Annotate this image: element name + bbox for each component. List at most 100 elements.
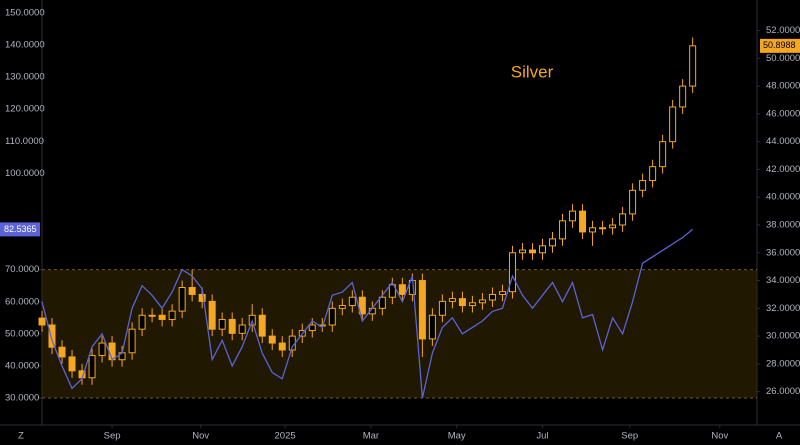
x-tick-label: Jul — [536, 431, 548, 442]
candle-body — [639, 180, 647, 191]
x-tick-label: Nov — [192, 431, 209, 442]
y-tick-label: 120.0000 — [5, 104, 45, 115]
candle-body — [138, 314, 146, 330]
candle-body — [418, 280, 426, 340]
y-tick-label: 60.0000 — [5, 296, 39, 307]
candle-body — [218, 318, 226, 330]
series-title: Silver — [511, 62, 554, 81]
x-tick-label: 2025 — [275, 431, 296, 442]
y2-tick-label: 34.0000 — [766, 275, 800, 286]
candle-body — [68, 356, 76, 372]
candle-body — [619, 213, 627, 226]
candle-body — [88, 355, 96, 379]
price-label-bg — [760, 38, 800, 53]
y-tick-label: 50.0000 — [5, 328, 39, 339]
candle-body — [108, 342, 116, 361]
candle-body — [208, 300, 216, 330]
candle-body — [559, 220, 567, 240]
candle-body — [48, 324, 56, 348]
y2-tick-label: 46.0000 — [766, 108, 800, 119]
candle-body — [98, 342, 106, 357]
candle-body — [168, 310, 176, 320]
candle-body — [549, 238, 557, 247]
candle-body — [679, 85, 687, 108]
candle-body — [518, 249, 526, 254]
candle-body — [659, 141, 667, 168]
x-tick-label: Sep — [621, 431, 638, 442]
y-tick-label: 70.0000 — [5, 264, 39, 275]
y-tick-label: 40.0000 — [5, 360, 39, 371]
y2-tick-label: 48.0000 — [766, 81, 800, 92]
candle-body — [148, 314, 156, 317]
candle-body — [348, 296, 356, 307]
x-tick-label: May — [448, 431, 466, 442]
x-tick-label: Nov — [711, 431, 728, 442]
candle-body — [128, 328, 136, 354]
candle-body — [388, 284, 396, 298]
candle-body — [38, 317, 46, 326]
candle-body — [569, 210, 577, 222]
candle-body — [528, 249, 536, 254]
candle-body — [539, 245, 546, 254]
candle-body — [228, 318, 236, 334]
candle-body — [178, 287, 186, 312]
y-tick-label: 150.0000 — [5, 7, 45, 18]
candle-body — [609, 224, 617, 229]
candle-body — [398, 284, 406, 295]
y2-tick-label: 44.0000 — [766, 136, 800, 147]
candle-body — [238, 324, 246, 334]
candle-body — [258, 314, 266, 337]
y2-tick-label: 40.0000 — [766, 192, 800, 203]
x-tick-label: Sep — [104, 431, 121, 442]
candle-body — [278, 342, 286, 351]
candle-body — [448, 298, 456, 302]
scale-button[interactable]: Z — [18, 431, 24, 442]
candle-body — [478, 299, 486, 304]
candle-body — [589, 227, 597, 233]
candle-body — [158, 314, 166, 320]
y2-tick-label: 52.0000 — [766, 25, 800, 36]
price-label: 50.8988 — [763, 40, 796, 50]
candle-body — [689, 45, 697, 87]
rsi-label-bg — [0, 222, 40, 237]
candle-body — [599, 227, 607, 230]
candle-body — [468, 302, 476, 307]
candle-body — [458, 298, 466, 307]
candle-body — [428, 314, 436, 340]
rsi-label: 82.5365 — [4, 224, 37, 234]
candle-body — [58, 346, 66, 358]
candle-body — [669, 106, 677, 143]
candle-body — [498, 291, 506, 295]
y-tick-label: 140.0000 — [5, 39, 45, 50]
y2-tick-label: 28.0000 — [766, 358, 800, 369]
candle-body — [378, 296, 386, 309]
y2-tick-label: 38.0000 — [766, 220, 800, 231]
candle-body — [188, 287, 196, 295]
y-tick-label: 100.0000 — [5, 168, 45, 179]
candle-body — [438, 300, 446, 316]
y2-tick-label: 42.0000 — [766, 164, 800, 175]
candle-body — [358, 296, 366, 315]
candle-body — [308, 324, 316, 332]
candle-body — [579, 210, 587, 233]
candle-body — [649, 166, 657, 182]
y-tick-label: 130.0000 — [5, 72, 45, 83]
candle-body — [328, 307, 336, 326]
candle-body — [198, 293, 206, 302]
y2-tick-label: 36.0000 — [766, 247, 800, 258]
y2-tick-label: 32.0000 — [766, 303, 800, 314]
rsi-line — [41, 228, 694, 399]
candle-body — [488, 293, 496, 301]
x-tick-label: Mar — [363, 431, 379, 442]
candle-body — [629, 189, 637, 215]
y-tick-label: 110.0000 — [5, 136, 44, 147]
y2-tick-label: 30.0000 — [766, 331, 800, 342]
y2-tick-label: 26.0000 — [766, 386, 800, 397]
y-tick-label: 30.0000 — [5, 393, 39, 404]
candle-body — [508, 252, 516, 293]
scale-button[interactable]: A — [776, 431, 783, 442]
candle-body — [338, 305, 346, 309]
candle-body — [268, 335, 276, 344]
y2-tick-label: 50.0000 — [766, 53, 800, 64]
